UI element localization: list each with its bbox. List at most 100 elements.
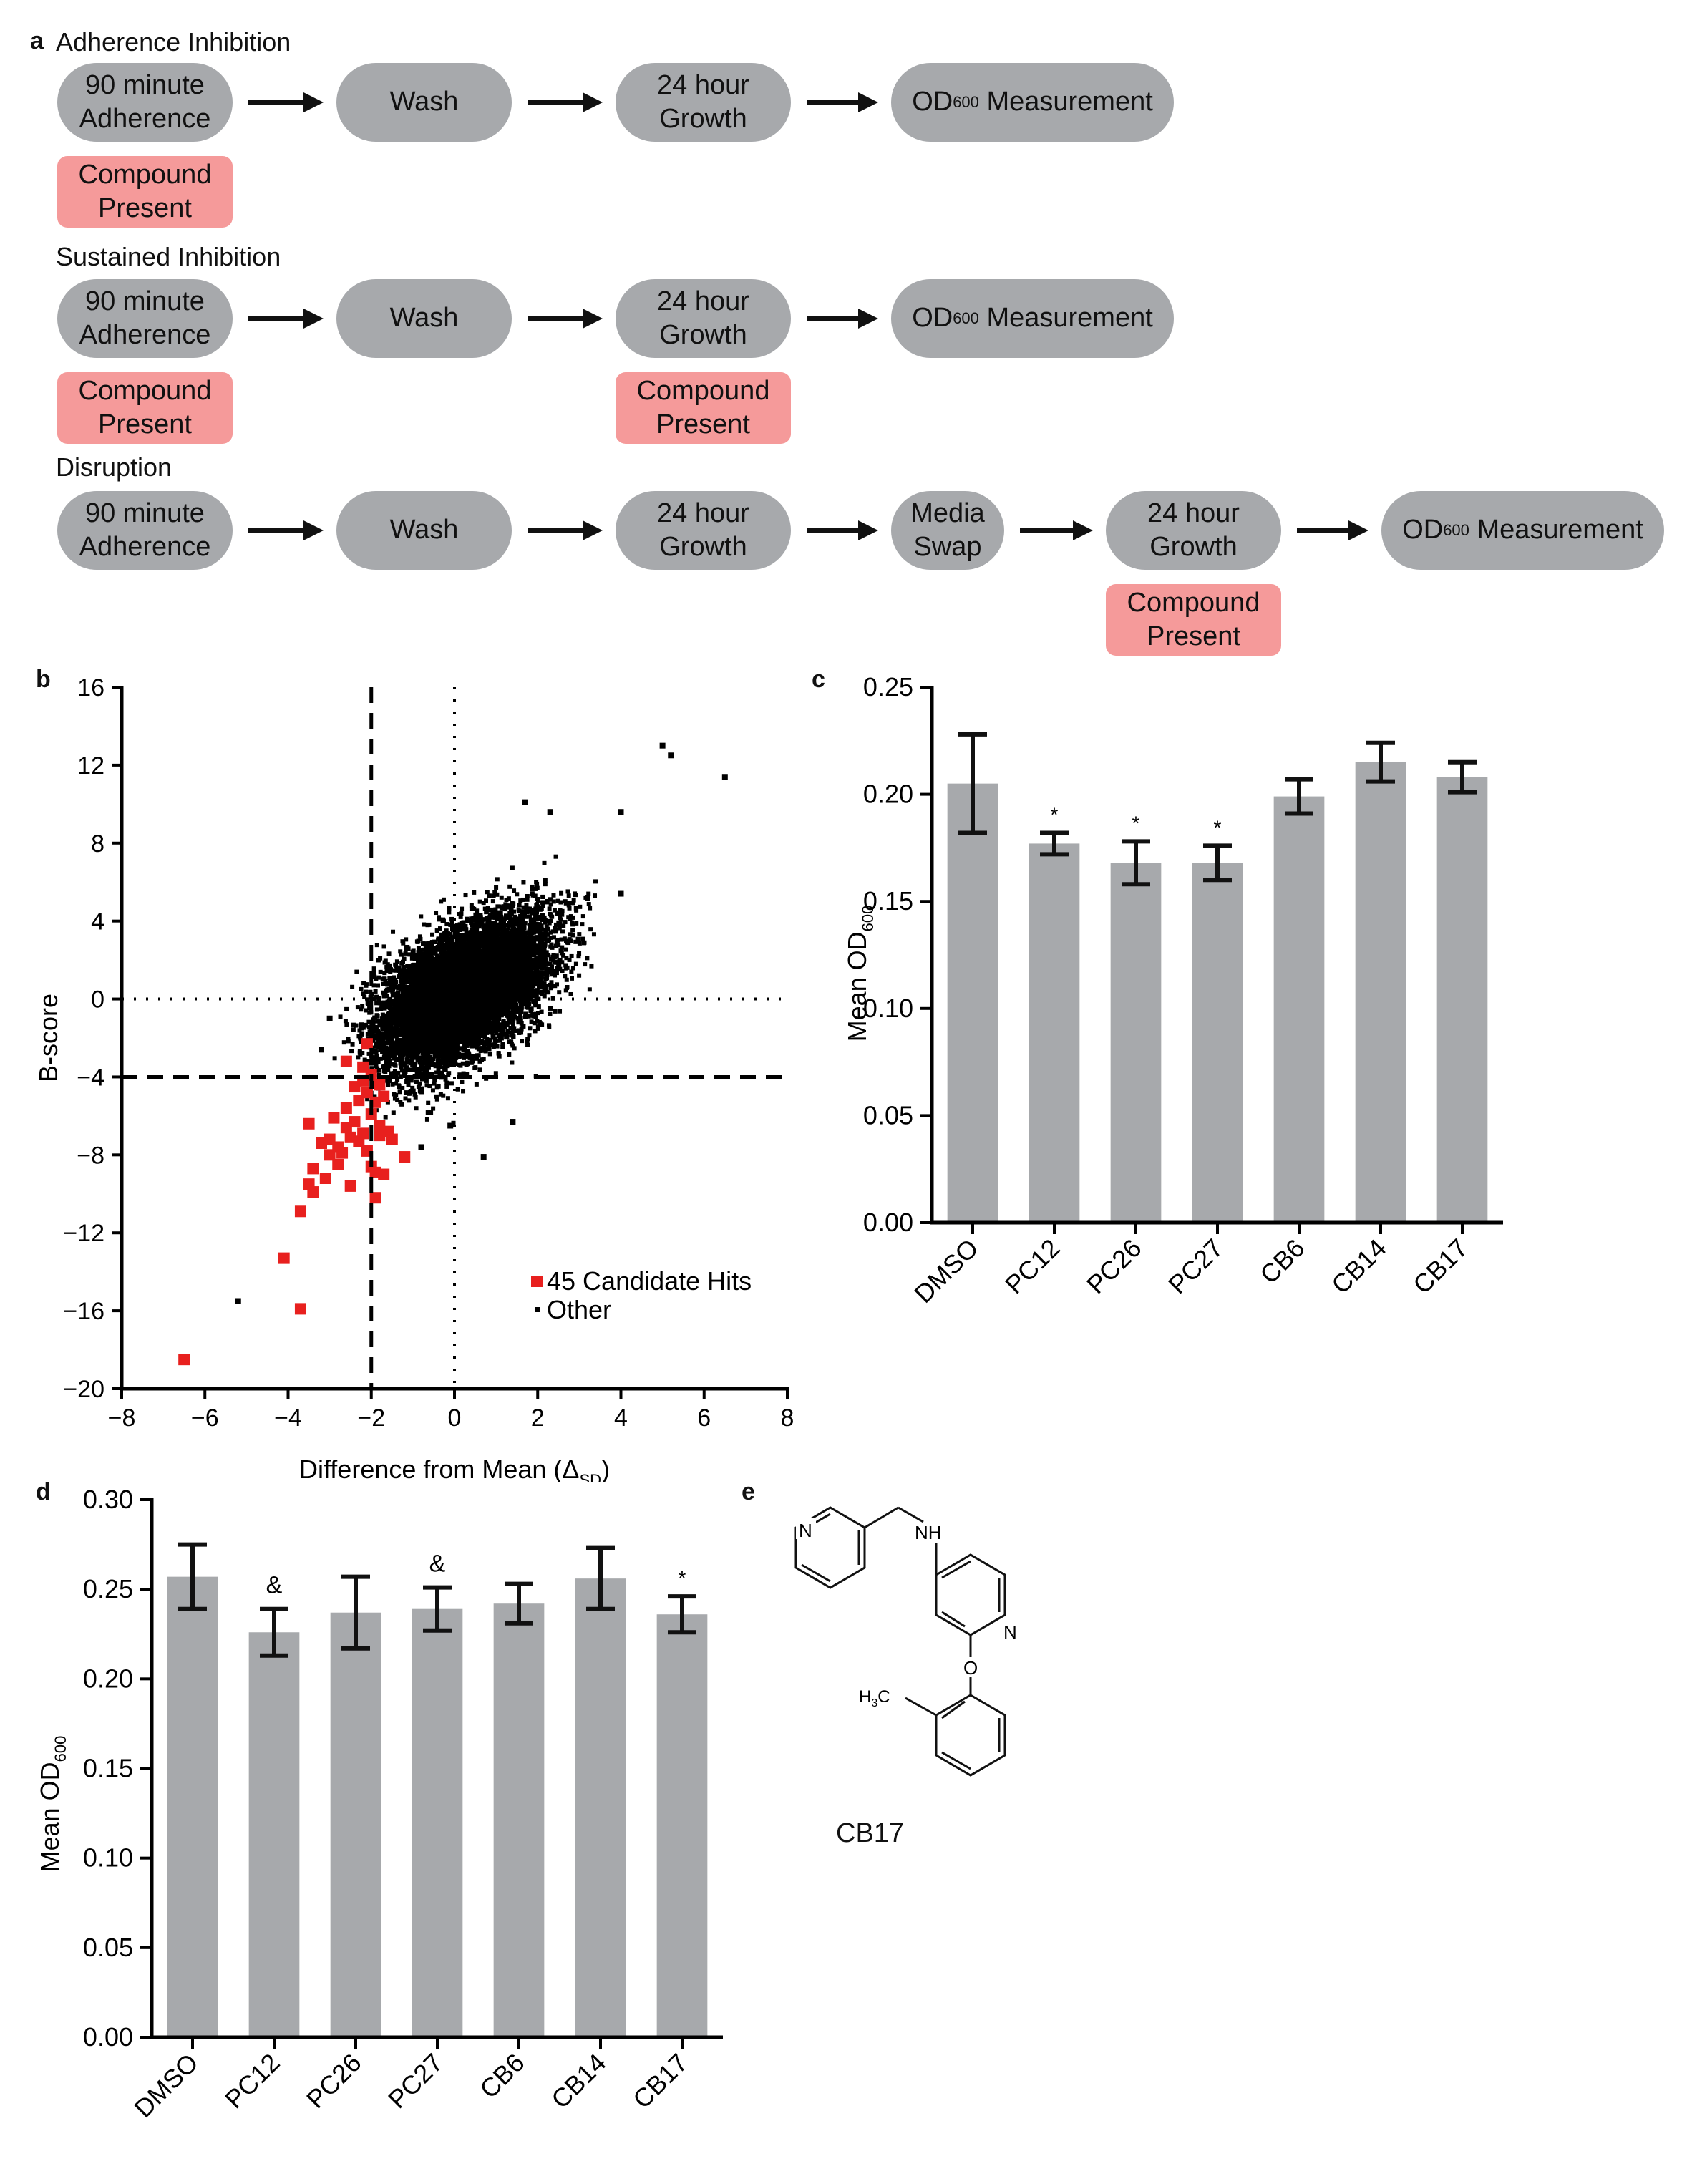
workflow-row-title: Disruption xyxy=(56,452,172,482)
other-point xyxy=(532,919,537,924)
other-point xyxy=(376,1045,381,1050)
other-point xyxy=(419,1077,424,1082)
other-point xyxy=(543,930,548,935)
other-point xyxy=(520,1039,525,1044)
workflow-step: 24 hour Growth xyxy=(616,491,791,570)
other-point xyxy=(434,957,439,962)
other-point xyxy=(403,951,408,956)
other-point xyxy=(462,1055,467,1060)
other-point xyxy=(445,1096,450,1101)
other-point xyxy=(411,985,416,990)
panel-letter-a: a xyxy=(30,27,44,54)
other-point xyxy=(538,937,543,942)
other-point xyxy=(392,1092,397,1097)
other-point xyxy=(419,1062,424,1067)
other-point xyxy=(439,899,444,904)
other-point xyxy=(414,939,419,944)
other-point xyxy=(506,923,511,928)
other-point xyxy=(359,986,364,991)
arrow-icon xyxy=(528,92,603,112)
other-point xyxy=(378,1047,383,1052)
other-point xyxy=(546,953,551,958)
other-point xyxy=(495,1024,500,1029)
other-point xyxy=(539,978,544,983)
other-point xyxy=(441,897,446,902)
other-point xyxy=(490,899,495,904)
other-point xyxy=(432,1081,437,1086)
other-point xyxy=(418,1055,423,1060)
other-point xyxy=(414,1071,419,1076)
other-point xyxy=(465,918,470,923)
other-point xyxy=(475,908,480,913)
od-subscript: 600 xyxy=(953,93,979,112)
other-point xyxy=(533,948,538,953)
other-point xyxy=(434,1094,439,1099)
other-point xyxy=(405,944,410,949)
other-point xyxy=(540,985,545,990)
other-point xyxy=(455,1087,460,1092)
arrow-icon xyxy=(807,92,878,112)
other-point xyxy=(550,996,555,1001)
other-point xyxy=(494,885,499,890)
arrow-icon xyxy=(528,520,603,540)
other-point xyxy=(499,1036,504,1041)
arrow-head xyxy=(303,520,324,540)
other-point xyxy=(399,1065,404,1070)
other-point xyxy=(464,927,469,932)
other-point xyxy=(530,948,535,953)
other-point xyxy=(499,1029,504,1034)
other-point xyxy=(527,1033,532,1038)
other-points-cloud xyxy=(332,854,598,1125)
other-point xyxy=(417,959,422,964)
other-point xyxy=(385,1059,390,1064)
arrow-icon xyxy=(1297,520,1368,540)
other-point xyxy=(545,961,550,966)
other-point xyxy=(487,893,492,898)
other-point xyxy=(412,1092,417,1097)
other-point xyxy=(586,891,591,896)
panel-letter-b: b xyxy=(36,666,51,693)
other-point xyxy=(437,926,442,931)
other-point xyxy=(566,901,571,906)
other-point xyxy=(537,956,542,961)
other-point xyxy=(389,1071,394,1076)
other-point xyxy=(519,1006,524,1011)
other-point xyxy=(508,1025,513,1030)
workflow-step: 24 hour Growth xyxy=(616,63,791,142)
other-point xyxy=(570,976,575,981)
workflow-step: OD 600 Measurement xyxy=(1381,491,1664,570)
other-point xyxy=(525,906,530,911)
other-point xyxy=(440,1060,445,1065)
other-point xyxy=(394,1073,399,1078)
other-point xyxy=(426,1065,431,1070)
other-point xyxy=(548,1006,553,1011)
other-point xyxy=(373,1034,378,1039)
od-subscript: 600 xyxy=(953,309,979,328)
arrow-head xyxy=(858,92,878,112)
other-point xyxy=(410,949,415,954)
other-point xyxy=(529,961,534,966)
other-point xyxy=(502,907,507,912)
other-point xyxy=(409,956,414,961)
other-point xyxy=(536,996,541,1001)
od-label: OD xyxy=(1402,515,1444,545)
arrow-icon xyxy=(248,92,324,112)
other-point xyxy=(533,1029,538,1034)
other-point xyxy=(402,956,407,961)
other-point xyxy=(453,1062,458,1067)
other-point xyxy=(398,1061,403,1066)
other-point xyxy=(554,939,559,944)
other-point xyxy=(530,886,535,891)
other-point xyxy=(417,1089,422,1094)
other-point xyxy=(530,964,535,969)
other-point xyxy=(366,1025,371,1030)
other-point xyxy=(529,1006,534,1011)
other-point xyxy=(513,985,518,990)
other-point xyxy=(343,1019,348,1024)
other-point xyxy=(583,962,588,967)
other-point xyxy=(426,1100,431,1105)
other-point xyxy=(407,979,412,984)
workflow-row-title: Adherence Inhibition xyxy=(56,27,291,57)
other-point xyxy=(475,1053,480,1058)
other-point xyxy=(553,854,558,859)
